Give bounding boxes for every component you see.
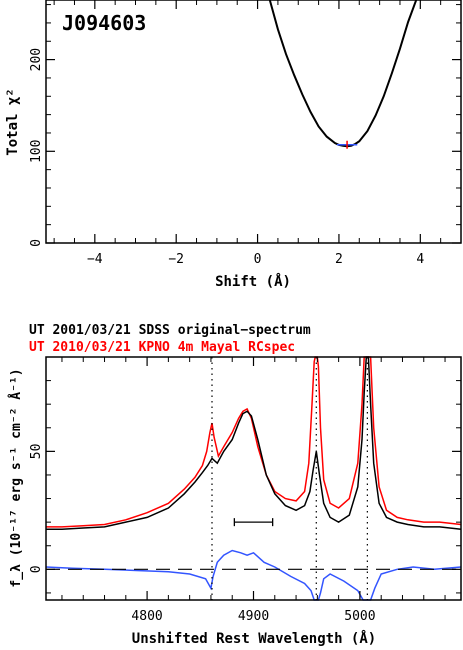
legend-entry-sdss: UT 2001/03/21 SDSS original−spectrum: [29, 323, 311, 338]
spectrum-x-tick-label: 5000: [344, 609, 375, 624]
chi2-y-ticks: 0 100 200: [29, 4, 461, 247]
spectrum-y-tick-label: 50: [29, 444, 44, 460]
spectrum-series: [45, 356, 462, 601]
spectrum-x-ticks: 4800 4900 5000: [61, 357, 446, 624]
legend-entry-kpno: UT 2010/03/21 KPNO 4m Mayal RCspec: [29, 340, 295, 355]
spectrum-sdss-line: [46, 356, 462, 530]
spectrum-y-axis-label: f_λ (10⁻¹⁷ erg s⁻¹ cm⁻² Å⁻¹): [8, 368, 24, 587]
chi2-x-ticks: −4 −2 0 2 4: [53, 0, 462, 267]
spectrum-panel: UT 2001/03/21 SDSS original−spectrum UT …: [8, 323, 462, 647]
chi2-x-axis-label: Shift (Å): [215, 273, 291, 290]
chi2-curve: [268, 0, 418, 148]
spectrum-annotations: [46, 357, 461, 600]
chi2-x-tick-label: 4: [416, 252, 424, 267]
spectrum-x-tick-label: 4800: [131, 609, 162, 624]
spectrum-kpno-line: [46, 356, 462, 528]
spectrum-x-axis-label: Unshifted Rest Wavelength (Å): [132, 630, 376, 647]
chi2-plot-frame: [45, 0, 462, 244]
spectrum-y-ticks: 0 50: [29, 356, 461, 594]
spectrum-x-tick-label: 4900: [238, 609, 269, 624]
chi2-x-tick-label: 2: [335, 252, 343, 267]
chi2-x-tick-label: −2: [168, 252, 184, 267]
spectrum-plot-frame: [45, 356, 462, 601]
object-label: J094603: [62, 11, 146, 35]
chi2-panel: J094603 −4 −2 0 2 4 0 100 200 Shift (Å) Total …: [5, 0, 462, 290]
spectrum-y-tick-label: 0: [29, 565, 44, 573]
chi2-y-axis-label: Total χ²: [5, 88, 21, 155]
chi2-y-tick-label: 100: [29, 140, 44, 163]
chi2-x-tick-label: −4: [87, 252, 103, 267]
chi2-y-tick-label: 200: [29, 48, 44, 71]
chi2-x-tick-label: 0: [254, 252, 262, 267]
chi2-series: [268, 0, 418, 149]
chi2-y-tick-label: 0: [29, 239, 44, 247]
